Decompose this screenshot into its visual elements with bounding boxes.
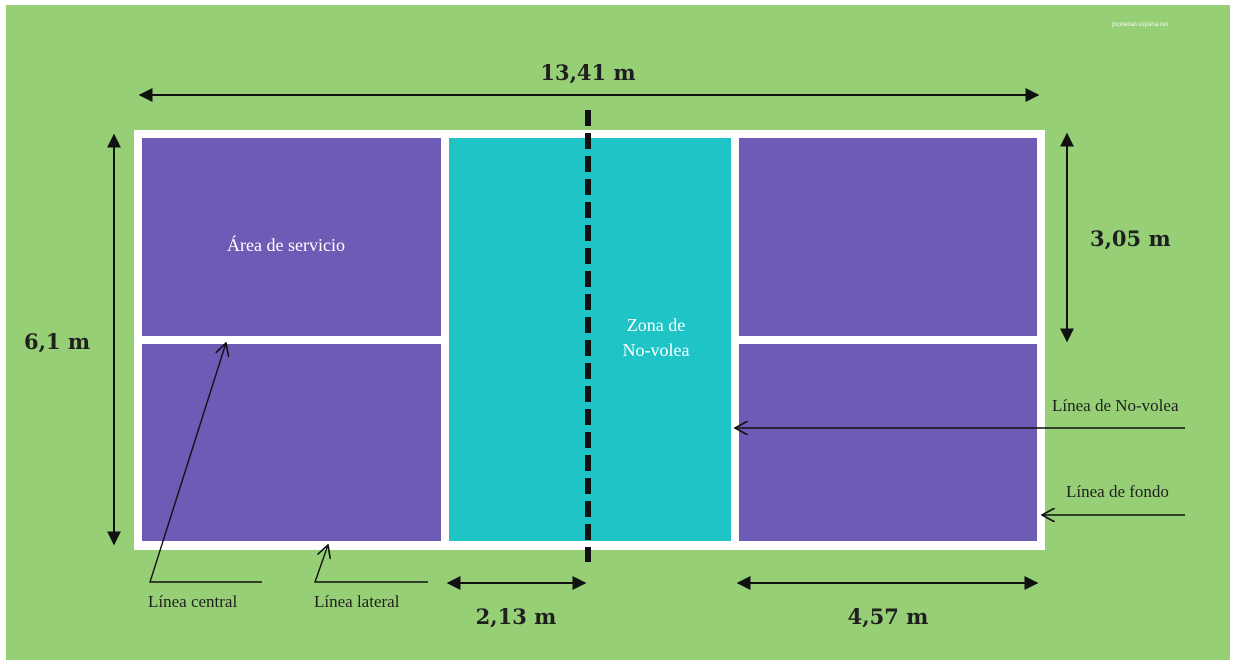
half-width-dimension: 3,05 m bbox=[1090, 226, 1171, 251]
service-area-label: Área de servicio bbox=[227, 234, 345, 255]
left-service-area-bottom bbox=[142, 344, 441, 541]
right-service-area-top bbox=[739, 138, 1037, 336]
sideline-label: Línea lateral bbox=[314, 592, 400, 611]
width-dimension: 6,1 m bbox=[24, 329, 90, 354]
non-volley-zone-label-line2: No-volea bbox=[623, 340, 690, 360]
service-depth-dimension: 4,57 m bbox=[848, 604, 929, 629]
centerline-label: Línea central bbox=[148, 592, 237, 611]
arrow-icon bbox=[314, 545, 428, 583]
arrow-icon bbox=[149, 343, 262, 583]
length-dimension: 13,41 m bbox=[540, 60, 635, 85]
watermark: pickleball.espana.net bbox=[1112, 22, 1168, 28]
kitchen-depth-dimension: 2,13 m bbox=[476, 604, 557, 629]
baseline-label: Línea de fondo bbox=[1066, 482, 1169, 501]
left-service-area-top bbox=[142, 138, 441, 336]
non-volley-line-label: Línea de No-volea bbox=[1052, 396, 1179, 415]
right-service-area-bottom bbox=[739, 344, 1037, 541]
non-volley-zone-label-line1: Zona de bbox=[627, 315, 685, 335]
